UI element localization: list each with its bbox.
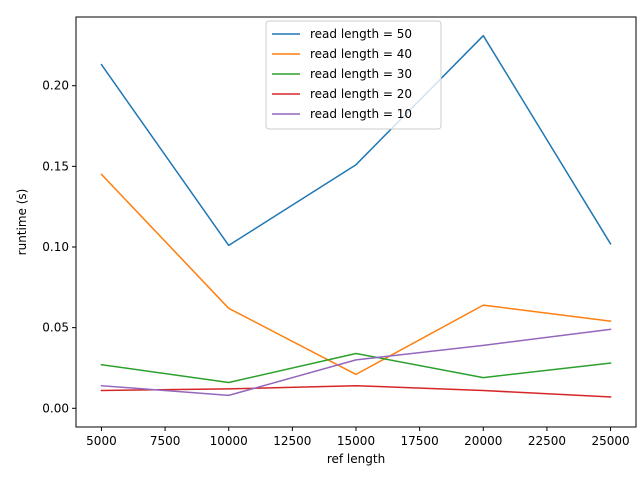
y-axis-label: runtime (s)	[15, 189, 29, 256]
x-axis-label: ref length	[327, 452, 385, 466]
series-line-2	[100, 173, 612, 376]
x-tick-label: 22500	[528, 434, 566, 448]
x-tick-label: 17500	[401, 434, 439, 448]
legend-label-3: read length = 30	[310, 67, 412, 81]
y-tick-label: 0.00	[42, 401, 69, 415]
y-tick-label: 0.15	[42, 159, 69, 173]
x-tick-label: 12500	[273, 434, 311, 448]
legend-box	[265, 20, 442, 130]
legend: read length = 50 read length = 40 read len…	[265, 20, 442, 130]
legend-label-1: read length = 50	[310, 27, 412, 41]
y-tick-label: 0.20	[42, 79, 69, 93]
series-line-3	[100, 352, 612, 384]
legend-label-2: read length = 40	[310, 47, 412, 61]
x-axis-ticks: 5000 7500 10000 12500 15000 17500 20000 22500 25…	[86, 427, 630, 448]
x-tick-label: 25000	[591, 434, 629, 448]
x-tick-label: 15000	[337, 434, 375, 448]
x-tick-label: 7500	[150, 434, 181, 448]
y-axis-ticks: 0.00 0.05 0.10 0.15 0.20	[42, 79, 76, 415]
x-tick-label: 20000	[464, 434, 502, 448]
y-tick-label: 0.10	[42, 240, 69, 254]
y-tick-label: 0.05	[42, 321, 69, 335]
legend-label-4: read length = 20	[310, 87, 412, 101]
series-line-1	[100, 34, 612, 247]
series-line-4	[100, 384, 612, 398]
x-tick-label: 5000	[86, 434, 117, 448]
plot-series	[100, 34, 612, 398]
x-tick-label: 10000	[210, 434, 248, 448]
series-line-5	[100, 328, 612, 397]
legend-label-5: read length = 10	[310, 107, 412, 121]
